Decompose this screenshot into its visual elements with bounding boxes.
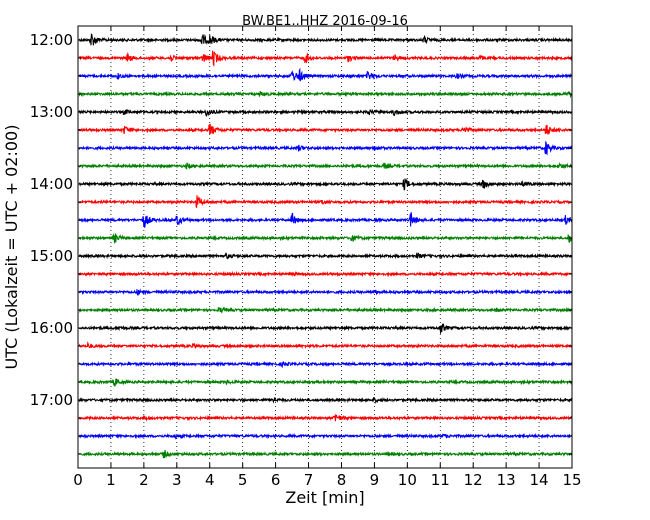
y-axis-label: UTC (Lokalzeit = UTC + 02:00) — [2, 125, 21, 370]
trace-line — [78, 140, 573, 156]
trace-line — [78, 123, 573, 136]
seismic-trace — [78, 377, 573, 387]
trace-line — [78, 306, 573, 314]
x-tick-label: 9 — [370, 471, 380, 489]
x-tick-label: 3 — [172, 471, 182, 489]
x-tick-label: 2 — [139, 471, 149, 489]
x-tick-label: 12 — [464, 471, 483, 489]
x-tick-label: 13 — [497, 471, 516, 489]
x-tick-label: 11 — [431, 471, 450, 489]
seismic-trace — [78, 178, 573, 191]
trace-line — [78, 90, 573, 99]
trace-line — [78, 67, 573, 82]
seismic-traces — [78, 33, 573, 459]
seismic-trace — [78, 360, 573, 369]
trace-line — [78, 108, 573, 117]
y-tick-label: 17:00 — [30, 391, 73, 409]
x-tick-label: 6 — [271, 471, 281, 489]
seismic-trace — [78, 450, 573, 459]
seismic-trace — [78, 212, 573, 228]
x-tick-label: 4 — [205, 471, 215, 489]
seismic-trace — [78, 306, 573, 314]
x-tick-label: 15 — [562, 471, 581, 489]
x-tick-label: 14 — [530, 471, 549, 489]
x-tick-label: 8 — [337, 471, 347, 489]
trace-line — [78, 288, 573, 296]
seismic-trace — [78, 322, 573, 334]
x-tick-label: 10 — [398, 471, 417, 489]
y-tick-label: 13:00 — [30, 103, 73, 121]
seismic-trace — [78, 288, 573, 296]
trace-line — [78, 360, 573, 369]
seismic-trace — [78, 396, 573, 405]
trace-line — [78, 322, 573, 334]
seismic-trace — [78, 123, 573, 136]
seismic-trace — [78, 252, 573, 260]
seismic-trace — [78, 233, 573, 244]
x-tick-label: 5 — [238, 471, 248, 489]
x-tick-label: 7 — [304, 471, 314, 489]
trace-line — [78, 432, 573, 440]
seismic-trace — [78, 90, 573, 99]
seismic-trace — [78, 140, 573, 156]
seismic-trace — [78, 33, 573, 46]
trace-line — [78, 252, 573, 260]
y-tick-label: 12:00 — [30, 31, 73, 49]
x-axis-label: Zeit [min] — [285, 488, 364, 507]
trace-line — [78, 450, 573, 459]
seismic-trace — [78, 270, 573, 278]
trace-line — [78, 413, 573, 422]
trace-line — [78, 377, 573, 387]
trace-line — [78, 161, 573, 170]
trace-line — [78, 396, 573, 405]
chart-title: BW.BE1..HHZ 2016-09-16 — [242, 14, 408, 29]
seismic-trace — [78, 195, 572, 208]
trace-line — [78, 33, 573, 46]
y-tick-label: 16:00 — [30, 319, 73, 337]
seismic-trace — [78, 50, 573, 67]
seismic-trace — [78, 340, 573, 350]
x-tick-label: 0 — [73, 471, 83, 489]
seismic-trace — [78, 161, 573, 170]
trace-line — [78, 50, 573, 67]
seismic-trace — [78, 413, 573, 422]
trace-line — [78, 178, 573, 191]
plot-frame — [77, 25, 573, 469]
vertical-grid-lines — [110, 26, 540, 468]
trace-line — [78, 270, 573, 278]
trace-line — [78, 340, 573, 350]
seismic-trace — [78, 432, 573, 440]
seismic-trace — [78, 108, 573, 117]
trace-line — [78, 195, 572, 208]
x-tick-label: 1 — [106, 471, 116, 489]
axis-ticks: 0 1 2 3 4 5 6 7 8 9 10 11 12 13 14 1512:0013:0014:0015:… — [30, 26, 582, 489]
trace-line — [78, 212, 573, 228]
y-tick-label: 15:00 — [30, 247, 73, 265]
y-tick-label: 14:00 — [30, 175, 73, 193]
seismic-trace — [78, 67, 573, 82]
trace-line — [78, 233, 573, 244]
